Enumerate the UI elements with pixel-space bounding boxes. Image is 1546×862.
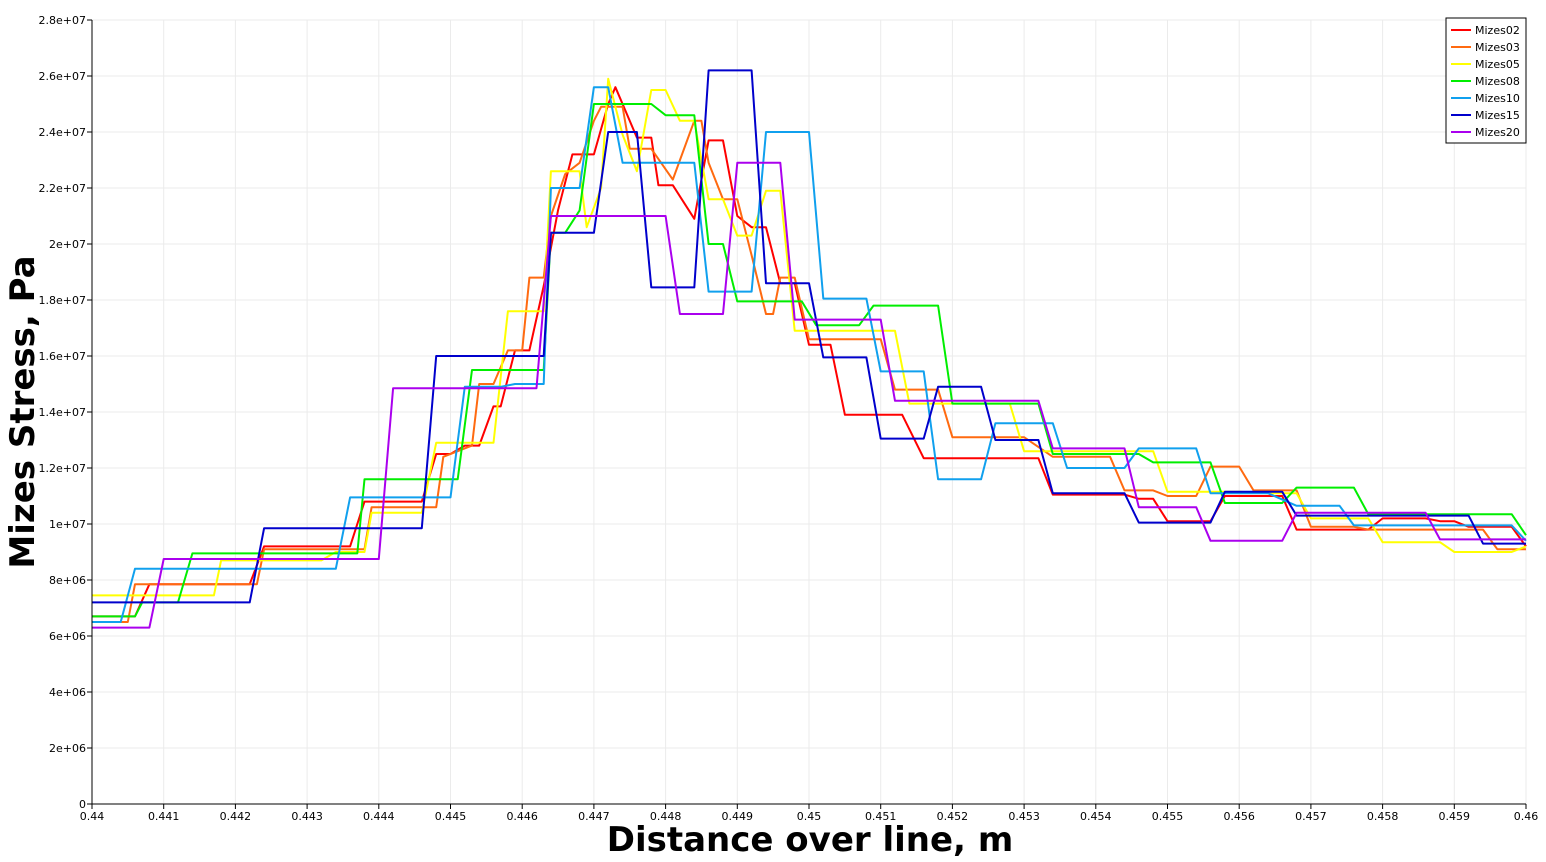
y-tick-label: 1e+07 — [49, 518, 86, 531]
x-tick-label: 0.46 — [1514, 810, 1539, 823]
x-tick-label: 0.444 — [363, 810, 395, 823]
x-tick-label: 0.448 — [650, 810, 682, 823]
x-tick-label: 0.458 — [1367, 810, 1399, 823]
legend-label: Mizes20 — [1475, 126, 1520, 139]
y-tick-label: 4e+06 — [49, 686, 86, 699]
y-tick-label: 2.6e+07 — [39, 70, 86, 83]
x-tick-label: 0.447 — [578, 810, 610, 823]
x-tick-label: 0.445 — [435, 810, 467, 823]
y-tick-label: 6e+06 — [49, 630, 86, 643]
y-axis-ticks: 0 2e+06 4e+06 6e+06 8e+06 1e+07 1.2e+07 1.4e+07… — [39, 14, 92, 811]
legend-label: Mizes10 — [1475, 92, 1520, 105]
y-tick-label: 1.4e+07 — [39, 406, 86, 419]
x-tick-label: 0.452 — [937, 810, 969, 823]
y-tick-label: 2.2e+07 — [39, 182, 86, 195]
series-line-mizes10 — [92, 86, 1527, 623]
x-tick-label: 0.457 — [1295, 810, 1327, 823]
x-tick-label: 0.44 — [80, 810, 105, 823]
legend-label: Mizes02 — [1475, 24, 1520, 37]
x-tick-label: 0.451 — [865, 810, 897, 823]
x-tick-label: 0.443 — [291, 810, 323, 823]
x-tick-label: 0.455 — [1152, 810, 1184, 823]
x-tick-label: 0.45 — [797, 810, 822, 823]
y-tick-label: 2e+07 — [49, 238, 86, 251]
y-tick-label: 8e+06 — [49, 574, 86, 587]
legend-label: Mizes08 — [1475, 75, 1520, 88]
y-axis-title: Mizes Stress, Pa — [3, 255, 43, 568]
legend-label: Mizes15 — [1475, 109, 1520, 122]
series-line-mizes20 — [92, 161, 1526, 629]
y-tick-label: 0 — [79, 798, 86, 811]
x-axis-ticks: 0.44 0.441 0.442 0.443 0.444 0.445 0.446 0.447 0… — [80, 804, 1539, 823]
series-line-mizes15 — [92, 69, 1526, 604]
x-tick-label: 0.454 — [1080, 810, 1112, 823]
x-tick-label: 0.459 — [1439, 810, 1471, 823]
x-axis-title: Distance over line, m — [607, 820, 1014, 860]
x-tick-label: 0.449 — [722, 810, 754, 823]
x-tick-label: 0.441 — [148, 810, 180, 823]
y-tick-label: 1.6e+07 — [39, 350, 86, 363]
legend-label: Mizes03 — [1475, 41, 1520, 54]
y-tick-label: 2.8e+07 — [39, 14, 86, 27]
y-tick-label: 2.4e+07 — [39, 126, 86, 139]
x-tick-label: 0.453 — [1008, 810, 1040, 823]
series-layer — [92, 69, 1527, 629]
x-tick-label: 0.442 — [220, 810, 252, 823]
legend: Mizes02 Mizes03 Mizes05 Mizes08 Mizes10 Mizes… — [1445, 17, 1527, 144]
y-tick-label: 1.8e+07 — [39, 294, 86, 307]
x-tick-label: 0.456 — [1223, 810, 1255, 823]
y-tick-label: 1.2e+07 — [39, 462, 86, 475]
legend-label: Mizes05 — [1475, 58, 1520, 71]
x-tick-label: 0.446 — [506, 810, 538, 823]
y-tick-label: 2e+06 — [49, 742, 86, 755]
